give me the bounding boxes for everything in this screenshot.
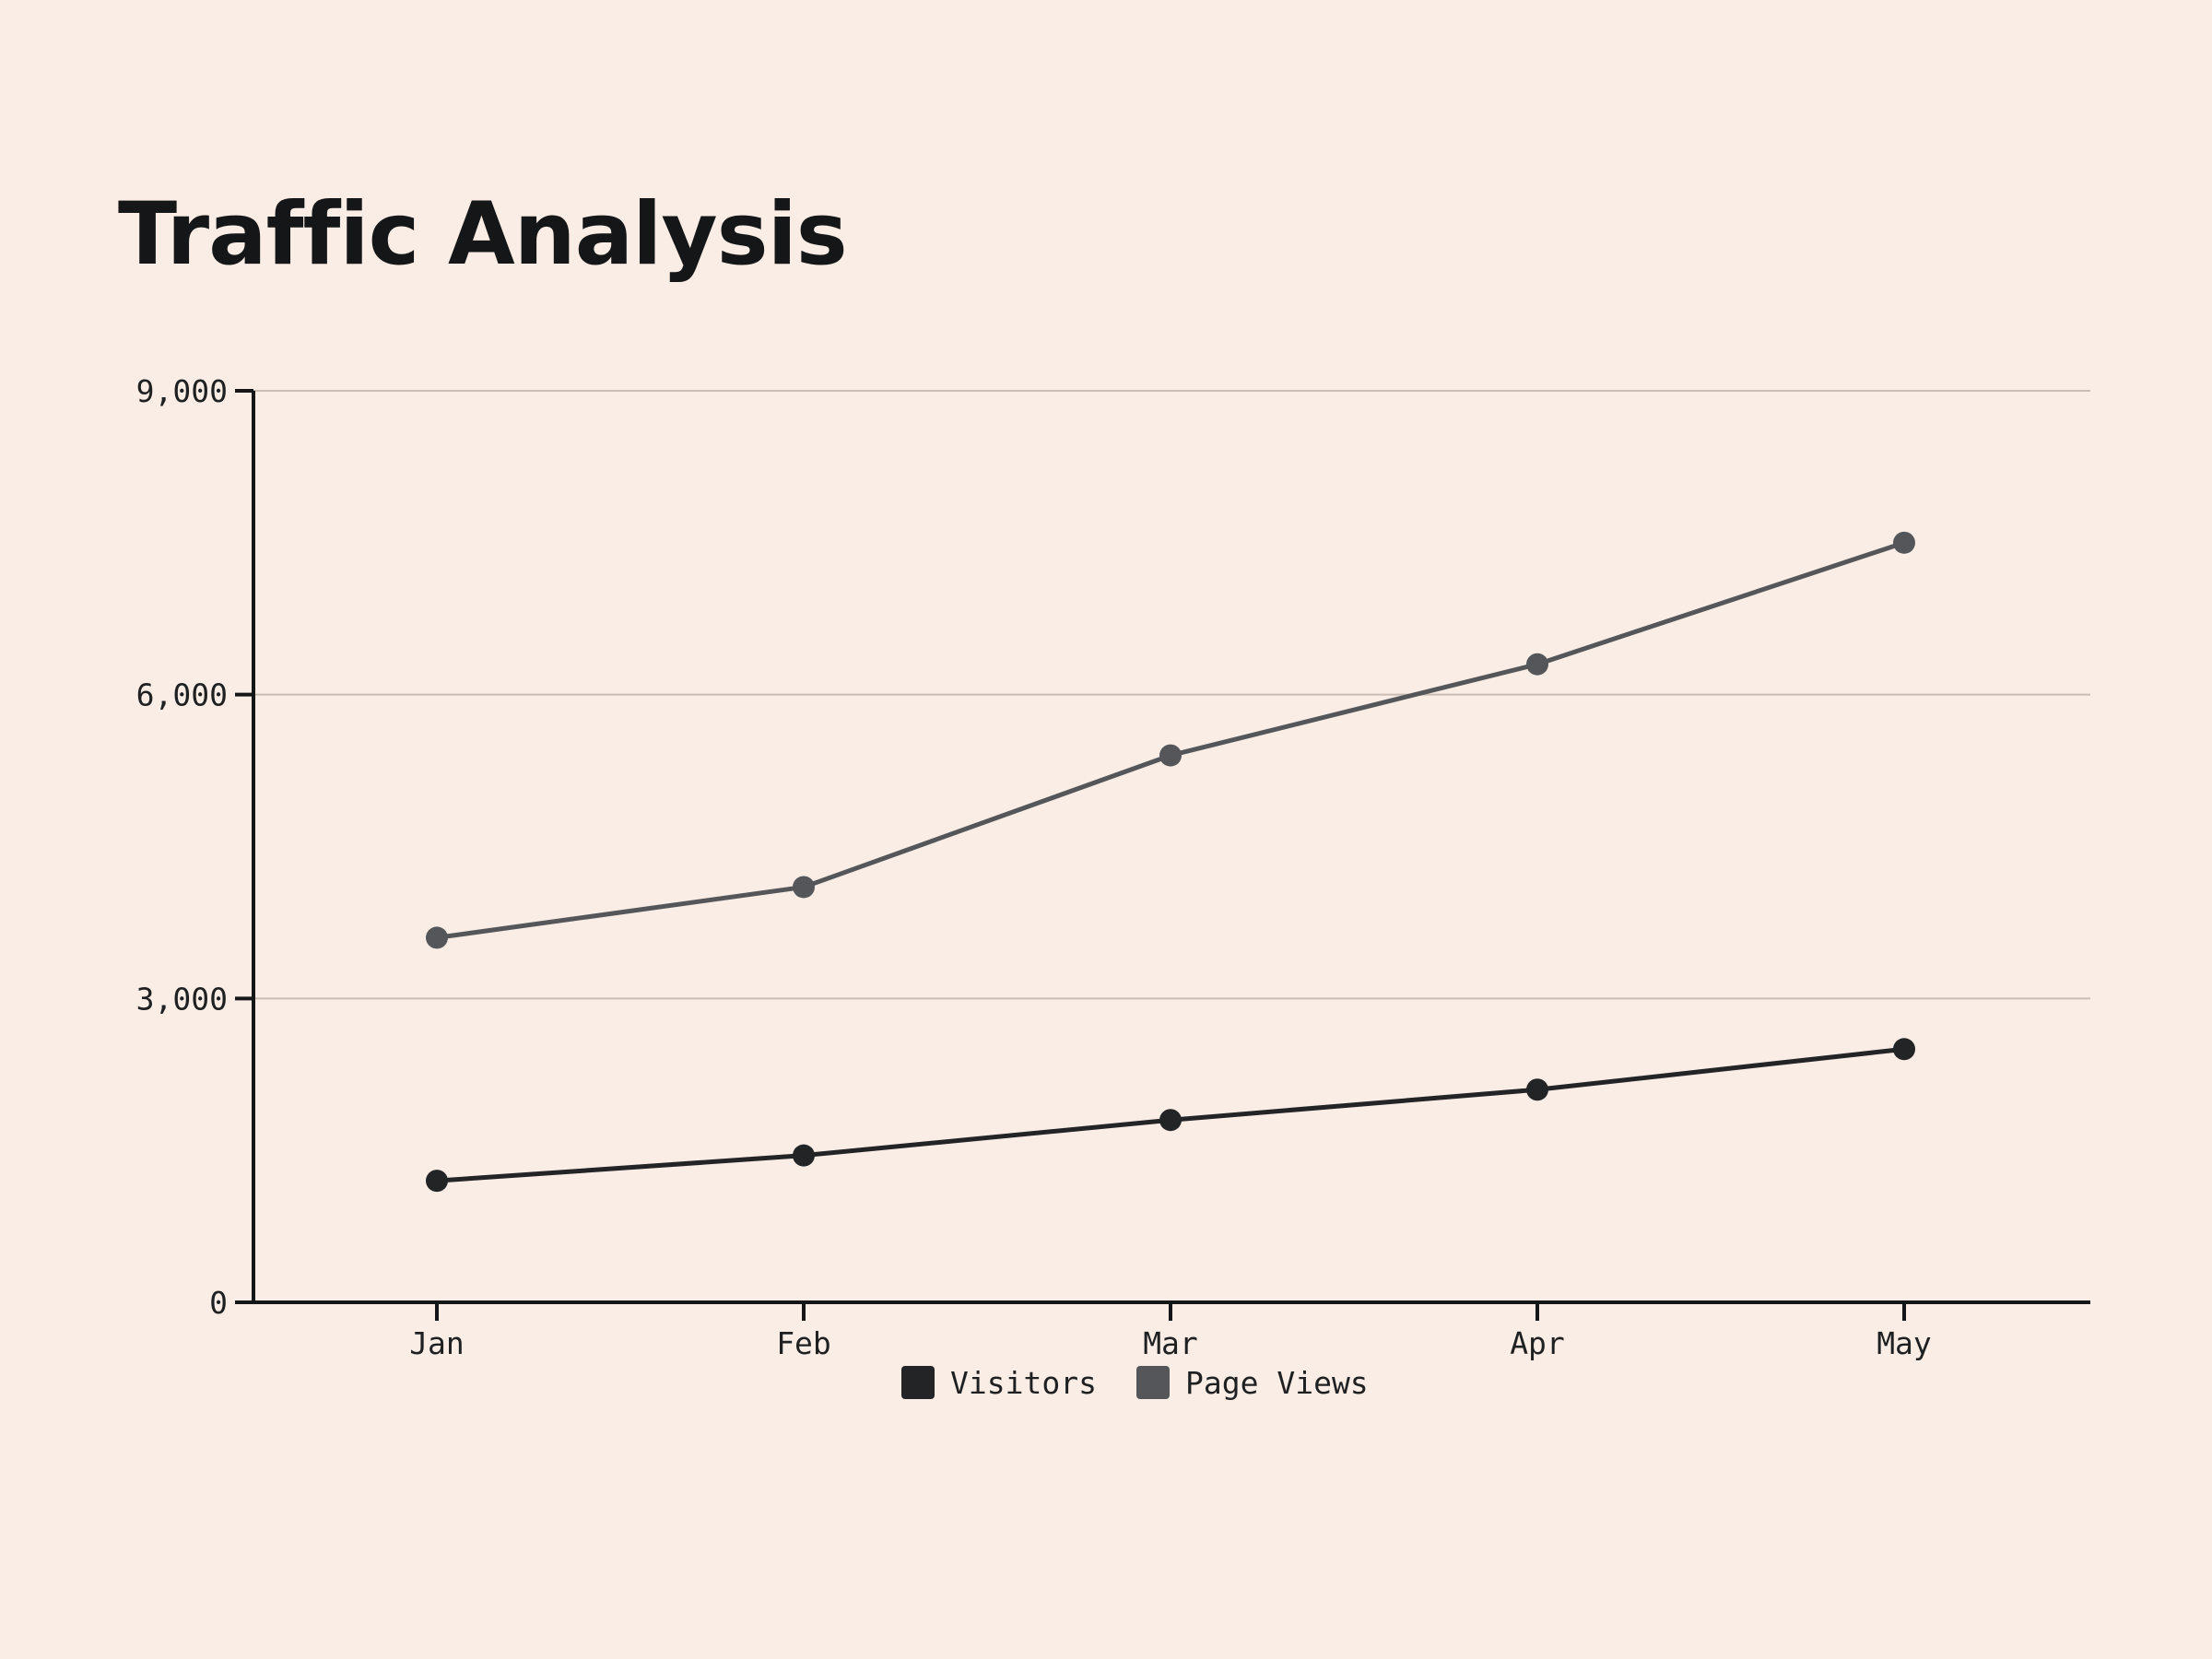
legend: Visitors Page Views	[901, 1365, 1369, 1401]
series-1-point-0	[426, 926, 448, 949]
series-line-1	[436, 540, 1905, 940]
series-1-point-4	[1893, 531, 1915, 554]
y-tick-label-2: 6,000	[136, 677, 228, 713]
series-1-point-1	[793, 876, 815, 899]
y-tick-label-1: 3,000	[136, 981, 228, 1017]
legend-swatch-0	[901, 1366, 935, 1399]
axes: 0 3,000 6,000 9,000 Jan Feb Mar Apr May	[136, 373, 2090, 1361]
series-0-point-2	[1159, 1109, 1182, 1132]
x-tick-label-0: Jan	[409, 1325, 465, 1361]
legend-label-1: Page Views	[1185, 1365, 1369, 1401]
x-tick-label-2: Mar	[1143, 1325, 1198, 1361]
y-tick-label-0: 0	[209, 1285, 228, 1321]
legend-swatch-1	[1136, 1366, 1170, 1399]
series-1-point-3	[1526, 653, 1548, 676]
y-tick-label-3: 9,000	[136, 373, 228, 409]
chart-title: Traffic Analysis	[118, 184, 848, 285]
series-0-point-1	[793, 1144, 815, 1167]
x-tick-label-4: May	[1877, 1325, 1932, 1361]
legend-label-0: Visitors	[950, 1365, 1097, 1401]
series-0-point-3	[1526, 1078, 1548, 1101]
series-0-point-0	[426, 1170, 448, 1193]
x-tick-label-1: Feb	[776, 1325, 831, 1361]
series-0-point-4	[1893, 1038, 1915, 1061]
series-1-point-2	[1159, 744, 1182, 767]
series-lines	[426, 531, 1915, 1193]
x-tick-label-3: Apr	[1510, 1325, 1565, 1361]
grid-lines	[253, 390, 2090, 1000]
